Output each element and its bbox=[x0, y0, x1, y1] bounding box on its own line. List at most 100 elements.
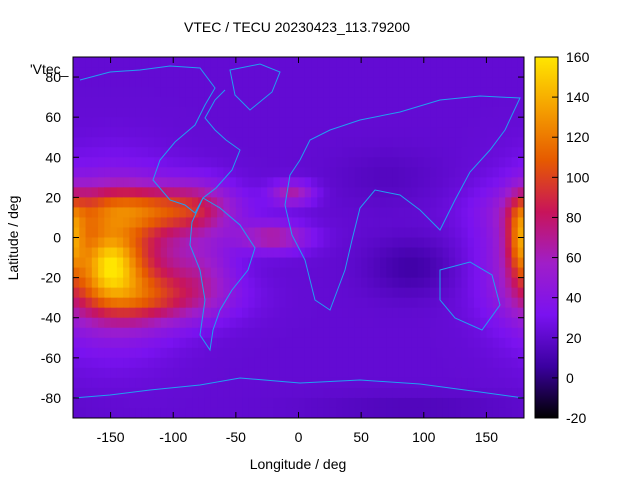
heatmap-cell bbox=[260, 97, 268, 108]
heatmap-cell bbox=[492, 107, 500, 118]
heatmap-cell bbox=[267, 177, 275, 188]
heatmap-cell bbox=[404, 357, 412, 369]
heatmap-cell bbox=[267, 367, 275, 379]
heatmap-cell bbox=[498, 167, 506, 178]
heatmap-cell bbox=[354, 337, 362, 349]
heatmap-cell bbox=[260, 107, 268, 118]
heatmap-cell bbox=[141, 227, 149, 239]
heatmap-cell bbox=[192, 187, 199, 198]
heatmap-cell bbox=[317, 377, 325, 389]
heatmap-cell bbox=[260, 357, 268, 369]
heatmap-cell bbox=[260, 187, 268, 198]
heatmap-cell bbox=[135, 367, 143, 379]
heatmap-cell bbox=[148, 57, 156, 68]
heatmap-cell bbox=[292, 377, 300, 389]
heatmap-cell bbox=[367, 127, 375, 138]
heatmap-cell bbox=[367, 377, 375, 389]
heatmap-cell bbox=[329, 367, 337, 379]
heatmap-cell bbox=[417, 137, 425, 148]
heatmap-cell bbox=[498, 117, 506, 128]
heatmap-cell bbox=[104, 127, 112, 138]
heatmap-cell bbox=[129, 157, 137, 168]
heatmap-cell bbox=[179, 397, 187, 409]
heatmap-cell bbox=[430, 177, 437, 188]
heatmap-cell bbox=[317, 137, 325, 148]
heatmap-cell bbox=[260, 367, 268, 379]
heatmap-cell bbox=[229, 237, 237, 249]
heatmap-cell bbox=[217, 307, 224, 319]
heatmap-cell bbox=[254, 177, 262, 188]
heatmap-cell bbox=[329, 187, 337, 198]
heatmap-cell bbox=[79, 287, 87, 299]
heatmap-cell bbox=[329, 257, 337, 269]
heatmap-cell bbox=[480, 247, 488, 259]
heatmap-cell bbox=[248, 407, 256, 418]
heatmap-cell bbox=[154, 337, 162, 349]
heatmap-cell bbox=[354, 277, 362, 289]
heatmap-cell bbox=[223, 307, 231, 319]
heatmap-cell bbox=[160, 377, 168, 389]
heatmap-cell bbox=[498, 177, 506, 188]
heatmap-cell bbox=[492, 197, 500, 209]
heatmap-cell bbox=[517, 307, 524, 319]
heatmap-cell bbox=[104, 207, 112, 219]
heatmap-cell bbox=[73, 127, 80, 138]
heatmap-cell bbox=[311, 217, 318, 229]
heatmap-cell bbox=[442, 207, 450, 219]
heatmap-cell bbox=[467, 407, 475, 418]
heatmap-cell bbox=[104, 247, 112, 259]
heatmap-cell bbox=[273, 407, 281, 418]
heatmap-cell bbox=[511, 387, 519, 399]
heatmap-cell bbox=[223, 147, 231, 158]
heatmap-cell bbox=[285, 337, 293, 349]
heatmap-cell bbox=[160, 157, 168, 168]
heatmap-cell bbox=[192, 397, 199, 409]
heatmap-cell bbox=[386, 247, 394, 259]
heatmap-cell bbox=[279, 177, 287, 188]
heatmap-cell bbox=[248, 387, 256, 399]
heatmap-cell bbox=[404, 197, 412, 209]
heatmap-cell bbox=[423, 147, 431, 158]
heatmap-cell bbox=[166, 267, 174, 279]
chart-title: VTEC / TECU 20230423_113.79200 bbox=[184, 19, 410, 35]
heatmap-cell bbox=[292, 277, 300, 289]
heatmap-cell bbox=[285, 187, 293, 198]
heatmap-cell bbox=[361, 207, 368, 219]
heatmap-cell bbox=[417, 357, 425, 369]
heatmap-cell bbox=[417, 197, 425, 209]
heatmap-cell bbox=[248, 227, 256, 239]
heatmap-cell bbox=[492, 167, 500, 178]
heatmap-cell bbox=[361, 327, 368, 339]
heatmap-cell bbox=[229, 217, 237, 229]
heatmap-cell bbox=[336, 387, 343, 399]
heatmap-cell bbox=[348, 327, 356, 339]
heatmap-cell bbox=[455, 287, 462, 299]
heatmap-cell bbox=[348, 77, 356, 88]
heatmap-cell bbox=[411, 197, 419, 209]
heatmap-cell bbox=[204, 177, 212, 188]
heatmap-cell bbox=[373, 347, 381, 359]
heatmap-cell bbox=[480, 237, 488, 249]
heatmap-cell bbox=[154, 367, 162, 379]
heatmap-cell bbox=[461, 87, 469, 98]
heatmap-cell bbox=[104, 367, 112, 379]
heatmap-cell bbox=[311, 407, 318, 418]
heatmap-cell bbox=[336, 277, 343, 289]
heatmap-cell bbox=[229, 177, 237, 188]
heatmap-cell bbox=[511, 357, 519, 369]
heatmap-cell bbox=[505, 297, 513, 309]
heatmap-cell bbox=[498, 227, 506, 239]
heatmap-cell bbox=[104, 347, 112, 359]
heatmap-cell bbox=[354, 347, 362, 359]
heatmap-cell bbox=[404, 387, 412, 399]
heatmap-cell bbox=[442, 387, 450, 399]
heatmap-cell bbox=[116, 367, 124, 379]
heatmap-cell bbox=[185, 217, 193, 229]
heatmap-cell bbox=[110, 207, 118, 219]
heatmap-cell bbox=[73, 337, 80, 349]
y-tick-label: -60 bbox=[41, 350, 61, 366]
heatmap-cell bbox=[411, 317, 419, 329]
heatmap-cell bbox=[517, 187, 524, 198]
heatmap-cell bbox=[141, 247, 149, 259]
heatmap-cell bbox=[110, 277, 118, 289]
